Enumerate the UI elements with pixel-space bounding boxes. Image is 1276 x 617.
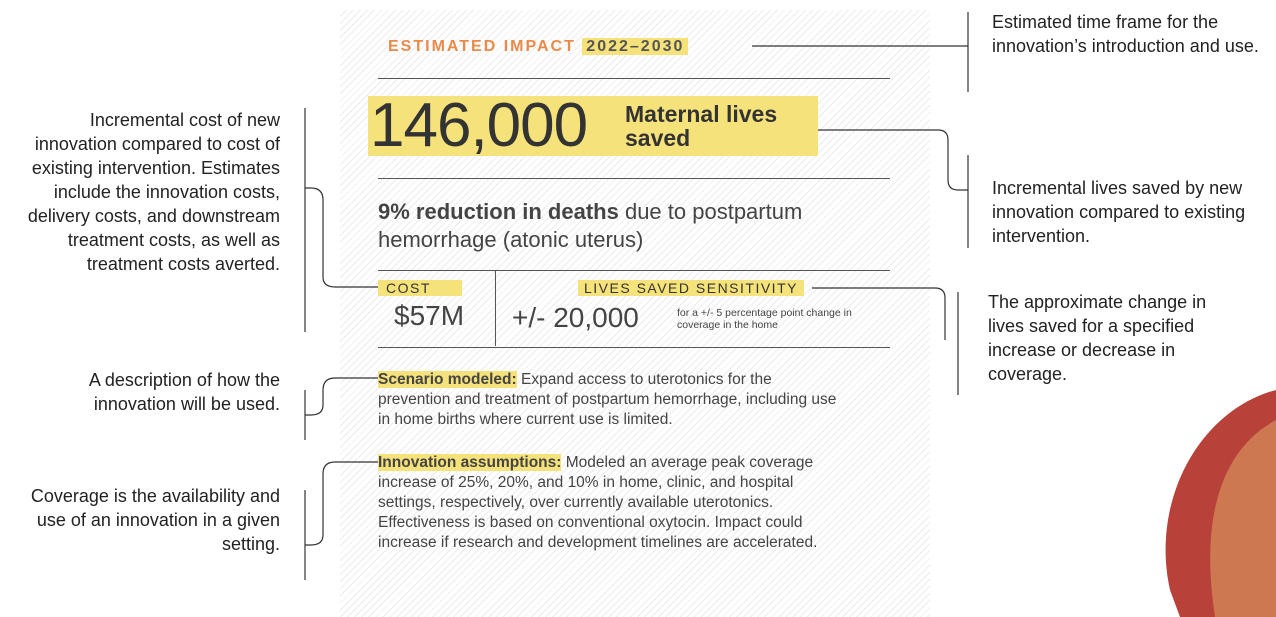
rule — [378, 347, 890, 348]
cost-value: $57M — [394, 300, 465, 331]
reduction-bold: 9% reduction in deaths — [378, 199, 619, 224]
rule — [378, 78, 890, 79]
sensitivity-value: +/- 20,000 — [512, 302, 639, 333]
headline-highlight — [368, 96, 818, 156]
cost-label: COST — [378, 280, 462, 296]
rule — [378, 178, 890, 179]
left-note: Incremental cost of new innovation compa… — [27, 110, 280, 274]
headline-caption: Maternal lives saved — [625, 101, 778, 151]
scenario-label: Scenario modeled: — [378, 371, 517, 388]
header-years: 2022–2030 — [582, 38, 689, 55]
left-note: Coverage is the availability and use of … — [30, 486, 280, 554]
left-note: A description of how the innovation will… — [88, 370, 280, 414]
right-note: The approximate change in lives saved fo… — [988, 292, 1207, 384]
assumptions: Innovation assumptions: Modeled an avera… — [378, 453, 838, 553]
rule — [378, 270, 890, 271]
headline-number: 146,000 — [370, 91, 588, 160]
assumptions-label: Innovation assumptions: — [378, 454, 562, 471]
right-note: Incremental lives saved by new innovatio… — [992, 178, 1246, 246]
assumptions-text: Modeled an average peak coverage increas… — [378, 454, 818, 551]
header-label: ESTIMATED IMPACT — [388, 38, 576, 55]
sensitivity-note: for a +/- 5 percentage point change in c… — [677, 307, 852, 331]
right-note: Estimated time frame for the innovation’… — [992, 12, 1259, 56]
sensitivity-label: LIVES SAVED SENSITIVITY — [578, 280, 804, 296]
reduction-rest: due to postpartum hemorrhage (atonic ute… — [378, 199, 803, 252]
scenario: Scenario modeled: Expand access to utero… — [378, 370, 838, 430]
divider — [495, 270, 496, 346]
reduction: 9% reduction in deaths due to postpartum… — [378, 198, 888, 254]
scenario-text: Expand access to uterotonics for the pre… — [378, 371, 837, 428]
header: ESTIMATED IMPACT 2022–2030 — [388, 38, 689, 56]
fabric-pattern — [1210, 420, 1276, 617]
